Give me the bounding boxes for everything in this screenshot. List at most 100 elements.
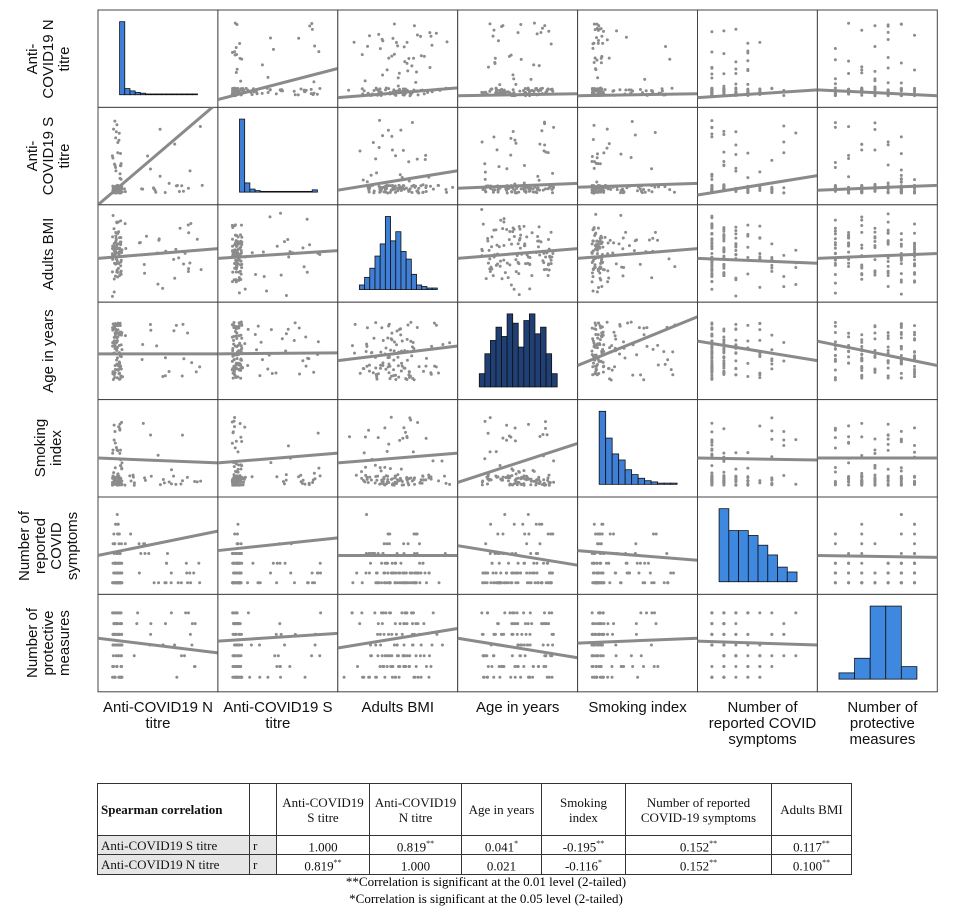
data-point xyxy=(592,123,596,127)
data-point xyxy=(734,130,738,134)
data-point xyxy=(541,643,545,647)
data-point xyxy=(886,228,890,232)
data-point xyxy=(360,87,364,91)
data-point xyxy=(409,339,413,343)
data-point xyxy=(112,242,116,246)
data-point xyxy=(119,364,123,368)
data-point xyxy=(390,134,394,138)
data-point xyxy=(601,632,605,636)
data-point xyxy=(375,377,379,381)
data-point xyxy=(722,274,726,278)
data-point xyxy=(114,234,118,238)
data-point xyxy=(913,222,917,226)
data-point xyxy=(483,457,487,461)
data-point xyxy=(668,188,672,192)
data-point xyxy=(549,230,553,234)
data-point xyxy=(611,89,615,93)
data-point xyxy=(542,561,546,565)
data-point xyxy=(860,365,864,369)
data-point xyxy=(512,287,516,291)
data-point xyxy=(427,571,431,575)
data-point xyxy=(592,341,596,345)
fit-line xyxy=(817,252,938,260)
data-point xyxy=(527,532,531,536)
data-point xyxy=(734,654,738,658)
data-point xyxy=(746,41,750,45)
data-point xyxy=(599,261,603,265)
data-point xyxy=(390,654,394,658)
histogram-bar xyxy=(160,93,167,96)
data-point xyxy=(231,87,235,91)
data-point xyxy=(669,368,673,372)
data-point xyxy=(758,328,762,332)
data-point xyxy=(367,363,371,367)
data-point xyxy=(601,29,605,33)
data-point xyxy=(833,542,837,546)
data-point xyxy=(163,622,167,626)
data-point xyxy=(770,158,774,162)
data-point xyxy=(390,675,394,679)
data-point xyxy=(617,352,621,356)
data-point xyxy=(899,177,903,181)
data-point xyxy=(547,262,551,266)
data-point xyxy=(710,478,714,482)
data-point xyxy=(535,571,539,575)
data-point xyxy=(532,63,536,67)
data-point xyxy=(119,622,123,626)
data-point xyxy=(381,664,385,668)
data-point xyxy=(113,119,117,123)
data-point xyxy=(734,86,738,90)
data-point xyxy=(404,664,408,668)
data-point xyxy=(833,77,837,81)
histogram-bar xyxy=(124,88,131,96)
data-point xyxy=(899,371,903,375)
data-point xyxy=(232,326,236,330)
data-point xyxy=(603,235,607,239)
data-point xyxy=(734,253,738,257)
data-point xyxy=(394,632,398,636)
data-point xyxy=(638,561,642,565)
data-point xyxy=(408,664,412,668)
data-point xyxy=(634,632,638,636)
data-point xyxy=(393,622,397,626)
data-point xyxy=(386,561,390,565)
data-point xyxy=(111,235,115,239)
data-point xyxy=(596,76,600,80)
data-point xyxy=(522,164,526,168)
data-point xyxy=(899,180,903,184)
data-point xyxy=(419,34,423,38)
data-point xyxy=(237,622,241,626)
data-point xyxy=(601,268,605,272)
data-point xyxy=(369,561,373,565)
data-point xyxy=(431,459,435,463)
data-point xyxy=(833,480,837,484)
data-point xyxy=(722,52,726,56)
data-point xyxy=(860,478,864,482)
data-point xyxy=(186,223,190,227)
data-point xyxy=(408,187,412,191)
histogram-bar xyxy=(605,437,613,485)
data-point xyxy=(374,321,378,325)
data-point xyxy=(362,89,366,93)
data-point xyxy=(417,186,421,190)
cell-frame xyxy=(337,496,459,595)
data-point xyxy=(266,75,270,79)
data-point xyxy=(236,251,240,255)
data-point xyxy=(512,522,516,526)
row-label-text: Number of reported COVID symptoms xyxy=(15,510,81,581)
data-point xyxy=(292,338,296,342)
data-point xyxy=(440,643,444,647)
data-point xyxy=(504,90,508,94)
data-point xyxy=(493,188,497,192)
data-point xyxy=(549,42,553,46)
histogram-bar xyxy=(270,190,277,193)
data-point xyxy=(115,331,119,335)
data-point xyxy=(847,153,851,157)
data-point xyxy=(600,240,604,244)
data-point xyxy=(412,24,416,28)
data-point xyxy=(136,611,140,615)
data-point xyxy=(860,273,864,277)
data-point xyxy=(496,188,500,192)
data-point xyxy=(275,244,279,248)
data-point xyxy=(120,654,124,658)
